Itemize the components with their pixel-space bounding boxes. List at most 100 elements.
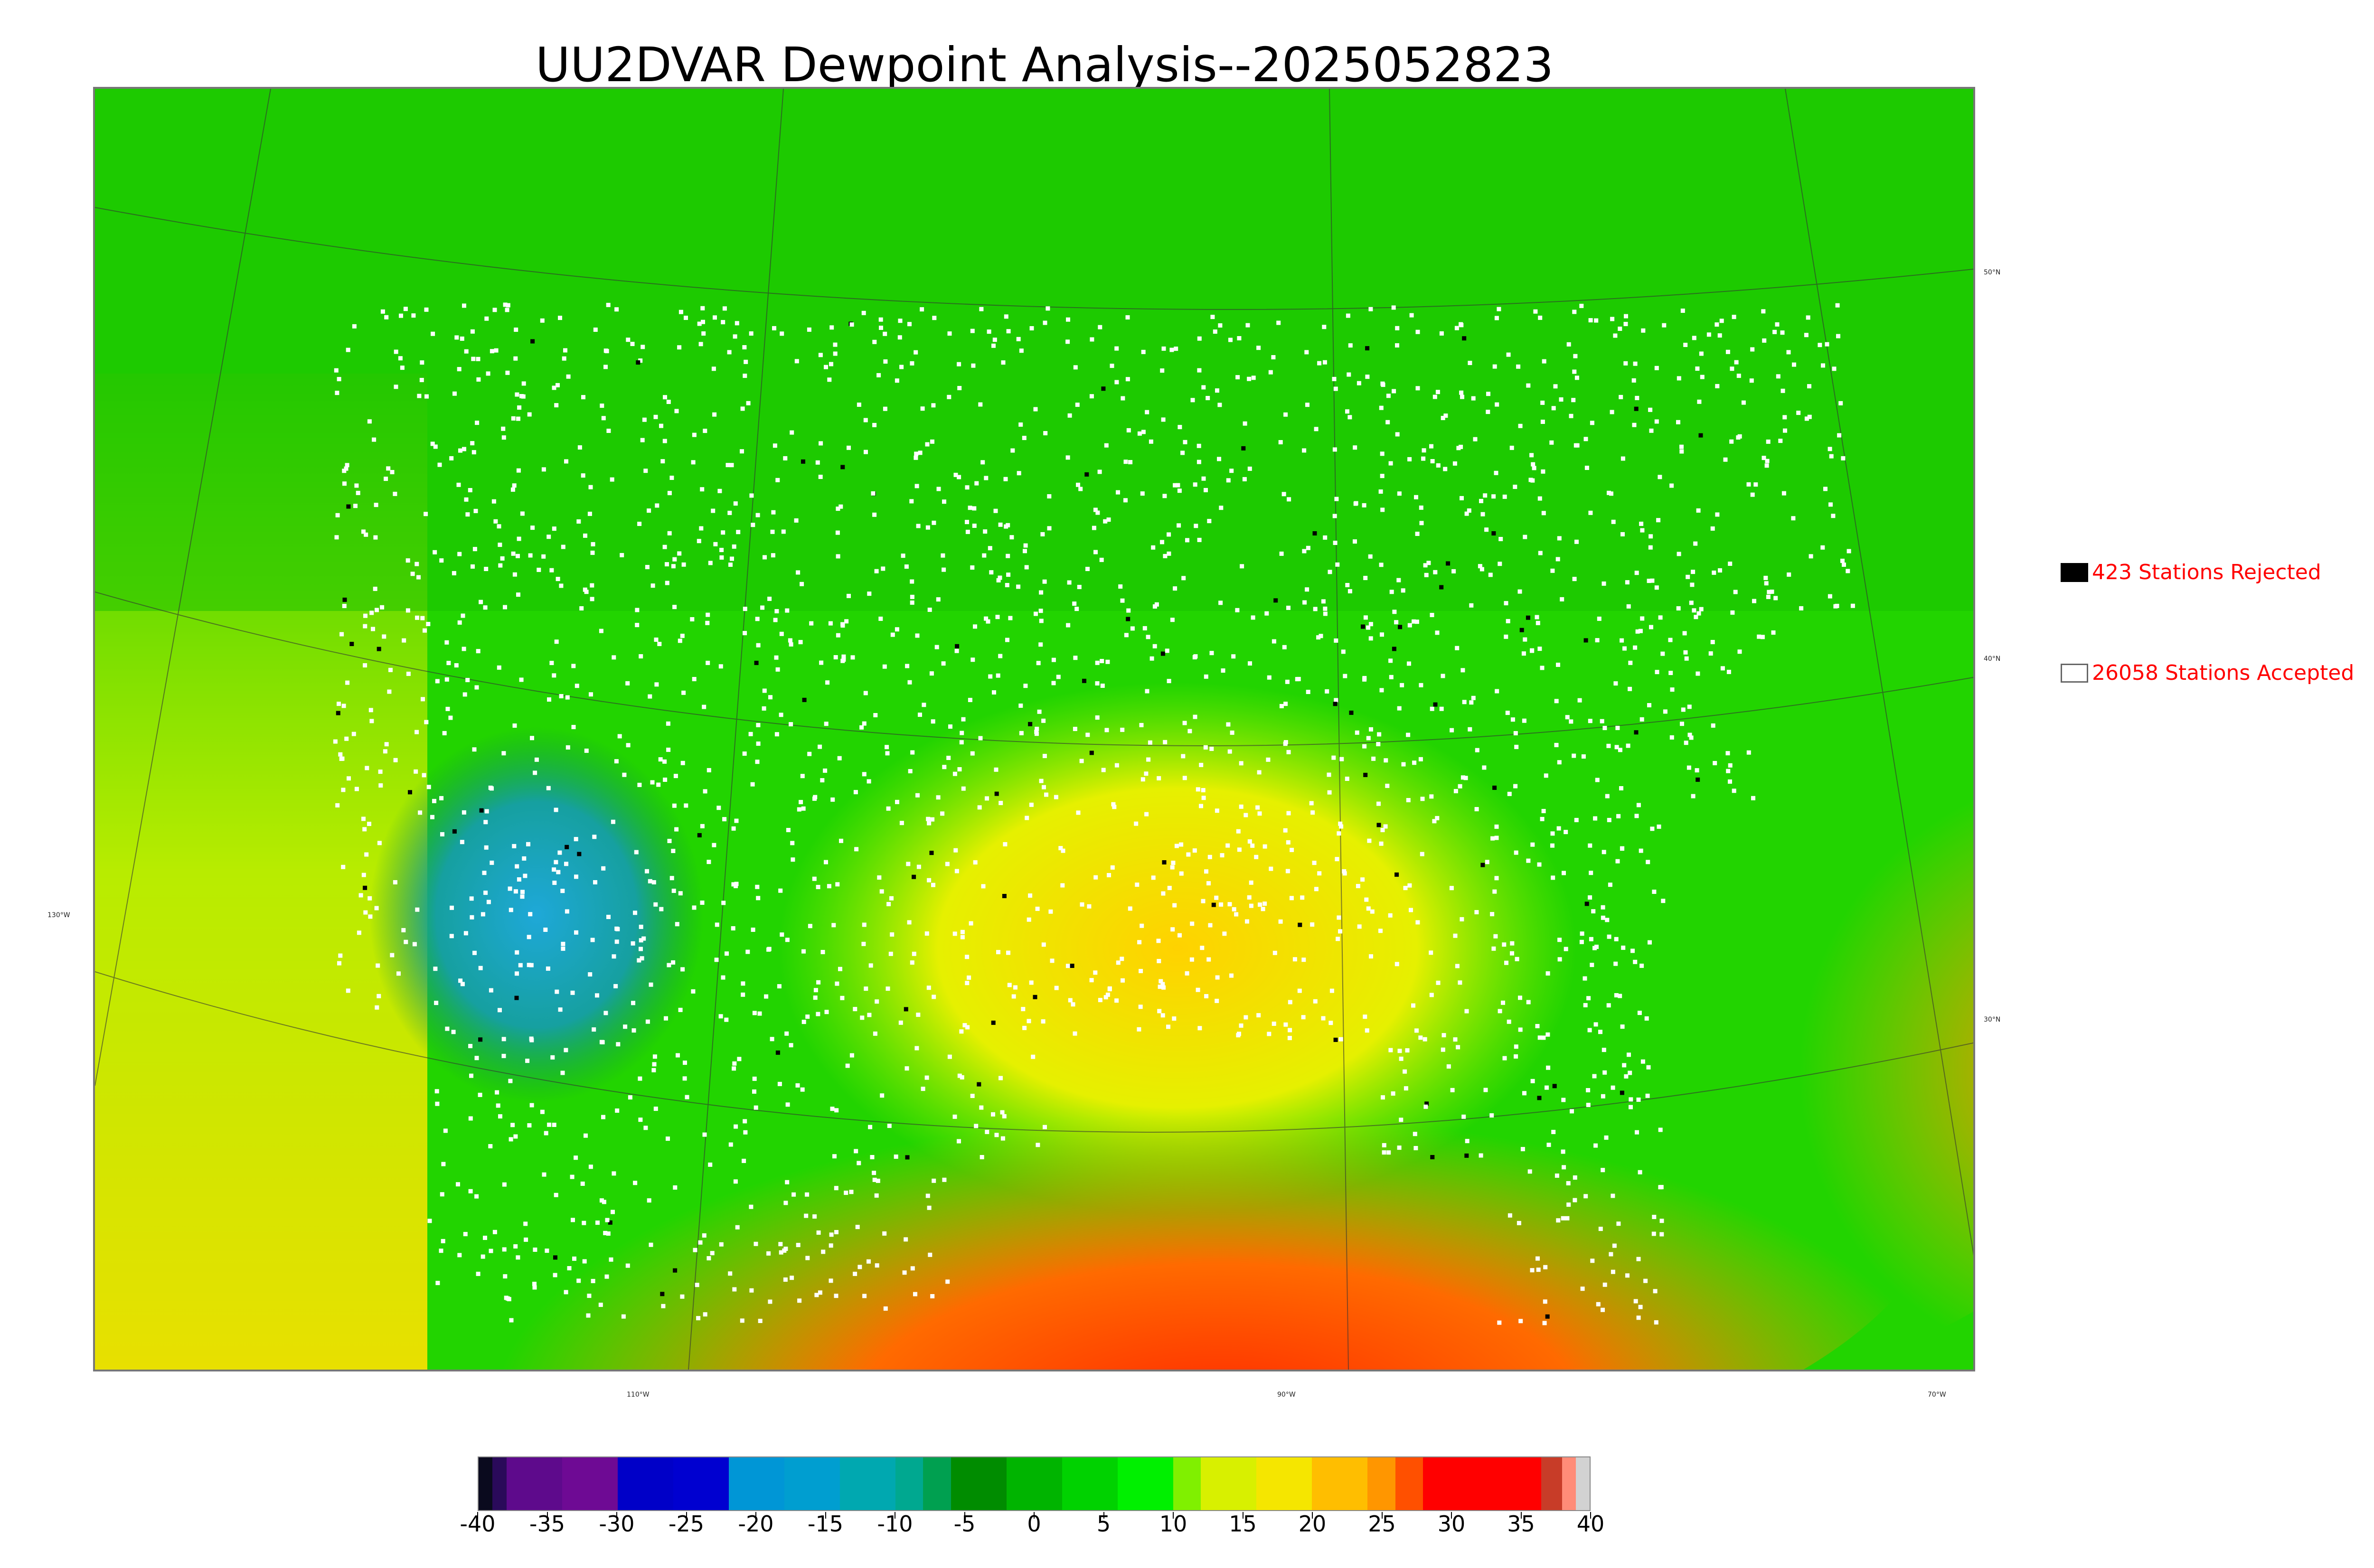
station-marker	[1356, 884, 1360, 888]
station-marker	[756, 643, 761, 648]
station-marker	[1620, 532, 1625, 536]
station-marker	[777, 1081, 782, 1086]
station-marker	[1196, 460, 1201, 464]
station-marker	[1636, 1257, 1641, 1261]
station-marker	[1460, 394, 1464, 399]
station-marker	[684, 316, 688, 320]
station-marker	[1047, 526, 1052, 531]
station-marker	[883, 359, 888, 364]
station-marker	[390, 953, 395, 958]
station-marker	[451, 1030, 456, 1034]
station-marker	[1557, 536, 1562, 541]
station-marker	[1572, 369, 1577, 374]
station-marker	[1514, 1044, 1518, 1049]
station-marker	[707, 1256, 711, 1260]
station-marker	[1729, 439, 1734, 444]
station-marker	[427, 1219, 432, 1223]
station-marker	[344, 466, 349, 471]
station-marker	[1239, 1023, 1244, 1028]
station-marker	[942, 567, 946, 572]
station-marker	[604, 349, 609, 354]
station-marker	[394, 385, 398, 389]
station-marker	[1649, 534, 1653, 539]
station-marker	[1325, 689, 1329, 694]
colorbar-segment	[1575, 1457, 1590, 1510]
station-marker	[886, 806, 891, 811]
station-marker	[1206, 396, 1210, 400]
station-marker	[517, 536, 521, 541]
station-marker	[1836, 334, 1840, 338]
station-marker	[584, 1133, 588, 1138]
station-marker	[1023, 543, 1028, 548]
station-marker	[581, 395, 585, 400]
station-marker	[1394, 962, 1399, 967]
station-marker	[495, 1090, 499, 1095]
station-marker	[1510, 717, 1515, 722]
station-marker	[1243, 421, 1247, 426]
station-marker	[1172, 1016, 1177, 1021]
station-marker	[965, 1025, 970, 1030]
station-marker	[375, 608, 379, 612]
station-marker	[889, 896, 894, 901]
station-marker	[880, 1093, 885, 1098]
colorbar-segment	[1062, 1457, 1118, 1510]
station-marker	[610, 477, 614, 482]
station-marker	[677, 345, 682, 350]
station-marker	[768, 695, 772, 700]
station-marker	[1028, 722, 1033, 726]
station-marker	[1407, 457, 1412, 461]
station-marker	[1380, 828, 1385, 832]
station-marker	[838, 967, 842, 971]
station-marker	[1656, 518, 1661, 523]
station-marker	[1584, 466, 1589, 470]
station-marker	[415, 562, 419, 566]
station-marker	[398, 356, 403, 361]
station-marker	[1728, 779, 1732, 784]
station-marker	[1554, 699, 1559, 704]
station-marker	[565, 845, 569, 849]
station-marker	[845, 1063, 850, 1068]
station-marker	[472, 950, 477, 955]
station-marker	[1172, 903, 1177, 908]
station-marker	[1639, 848, 1643, 853]
station-marker	[1649, 625, 1653, 629]
station-marker	[1846, 549, 1851, 554]
station-marker	[1207, 519, 1212, 524]
station-marker	[1458, 784, 1462, 789]
station-marker	[733, 501, 738, 506]
station-marker	[475, 421, 480, 425]
station-marker	[1676, 606, 1681, 610]
station-marker	[1365, 375, 1370, 379]
station-marker	[1761, 309, 1766, 314]
station-marker	[1251, 376, 1256, 380]
station-marker	[1804, 333, 1809, 338]
station-marker	[1006, 573, 1011, 577]
station-marker	[725, 951, 729, 956]
station-marker	[829, 1278, 833, 1283]
station-marker	[1695, 768, 1699, 773]
station-marker	[902, 1270, 907, 1275]
station-marker	[1557, 957, 1562, 962]
station-marker	[1106, 517, 1111, 522]
station-marker	[1459, 322, 1463, 327]
colorbar	[478, 1456, 1591, 1511]
station-marker	[904, 564, 909, 569]
station-marker	[1190, 398, 1195, 403]
station-marker	[378, 770, 383, 774]
station-marker	[1406, 732, 1411, 737]
station-marker	[1699, 607, 1704, 611]
station-marker	[1541, 469, 1545, 474]
station-marker	[1079, 759, 1084, 763]
station-marker	[1557, 938, 1562, 942]
station-marker	[834, 1230, 838, 1234]
station-marker	[981, 884, 986, 889]
station-marker	[1536, 1268, 1541, 1272]
station-marker	[697, 539, 701, 544]
station-marker	[749, 493, 754, 498]
station-marker	[764, 994, 769, 999]
station-marker	[625, 1263, 630, 1268]
station-marker	[1430, 459, 1435, 463]
station-marker	[639, 947, 643, 951]
station-marker	[1778, 439, 1783, 443]
station-marker	[1586, 1088, 1591, 1092]
